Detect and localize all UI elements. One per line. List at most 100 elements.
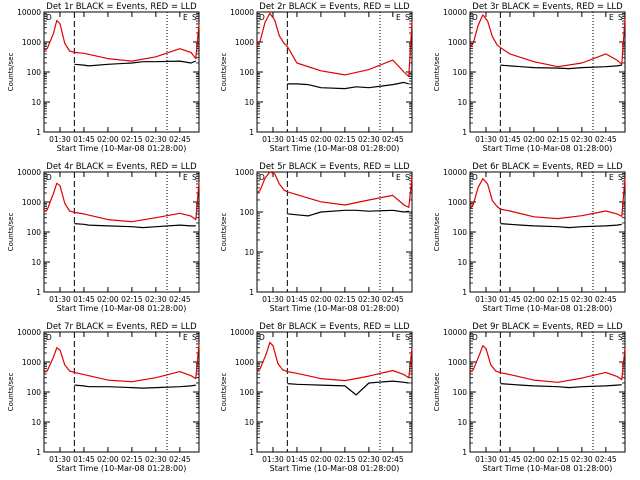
chart-panel-8: Det 8r BLACK = Events, RED = LLD 1 10 100 10… [220, 322, 413, 473]
x-axis-label: Start Time (10-Mar-08 01:28:00) [57, 144, 187, 153]
y-tick-label: 1000 [235, 358, 254, 367]
corner-mark-s: S [192, 333, 197, 342]
y-tick-label: 10000 [230, 328, 254, 337]
series-line-lld [256, 171, 413, 208]
x-tick-label: 02:30 [145, 135, 167, 144]
series-line-events [500, 223, 622, 229]
chart-panel-6: Det 6r BLACK = Events, RED = LLD 1 10 100 10… [433, 162, 626, 313]
x-tick-label: 02:30 [571, 455, 593, 464]
y-tick-label: 10 [457, 98, 467, 107]
chart-panel-2: Det 2r BLACK = Events, RED = LLD 1 10 100 10… [220, 2, 413, 153]
x-tick-label: 02:00 [523, 455, 545, 464]
y-tick-label: 10000 [17, 328, 41, 337]
panel-title: Det 6r BLACK = Events, RED = LLD [472, 162, 623, 172]
x-tick-label: 02:00 [97, 455, 119, 464]
y-tick-label: 100 [453, 68, 468, 77]
y-tick-label: 1000 [235, 168, 254, 177]
x-axis-label: Start Time (10-Mar-08 01:28:00) [57, 464, 187, 473]
y-tick-label: 10 [244, 98, 254, 107]
corner-mark-e: E [183, 333, 188, 342]
y-axis-label: Counts/sec [433, 53, 441, 92]
series-line-lld [469, 178, 626, 220]
x-tick-label: 01:45 [499, 455, 521, 464]
x-tick-label: 01:45 [73, 135, 95, 144]
x-tick-label: 02:45 [382, 295, 404, 304]
y-tick-label: 10000 [443, 328, 467, 337]
corner-mark-s: S [618, 173, 623, 182]
corner-mark-e: E [396, 13, 401, 22]
corner-mark-s: S [192, 173, 197, 182]
x-axis-label: Start Time (10-Mar-08 01:28:00) [483, 304, 613, 313]
plot-frame [469, 11, 626, 133]
corner-mark-e: E [183, 173, 188, 182]
y-tick-label: 10000 [443, 8, 467, 17]
corner-mark-s: S [405, 13, 410, 22]
panel-title: Det 7r BLACK = Events, RED = LLD [46, 322, 197, 332]
y-tick-label: 1 [462, 448, 467, 457]
corner-mark-d: D [259, 173, 265, 182]
corner-mark-s: S [192, 13, 197, 22]
y-tick-label: 10000 [443, 168, 467, 177]
x-tick-label: 01:30 [475, 135, 497, 144]
y-axis-label: Counts/sec [220, 53, 228, 92]
series-line-events [74, 223, 196, 229]
y-tick-label: 10000 [17, 8, 41, 17]
series-line-events [500, 64, 622, 70]
x-tick-label: 01:30 [49, 135, 71, 144]
x-tick-label: 01:45 [286, 295, 308, 304]
y-tick-label: 10 [457, 258, 467, 267]
x-tick-label: 01:30 [262, 455, 284, 464]
y-axis-label: Counts/sec [220, 213, 228, 252]
y-tick-label: 100 [240, 208, 255, 217]
series-line-lld [43, 343, 200, 383]
plot-frame [256, 171, 413, 293]
chart-panel-4: Det 4r BLACK = Events, RED = LLD 1 10 100 10… [7, 162, 200, 313]
panel-title: Det 5r BLACK = Events, RED = LLD [259, 162, 410, 172]
x-tick-label: 02:15 [334, 135, 356, 144]
y-tick-label: 1000 [448, 38, 467, 47]
y-tick-label: 100 [453, 228, 468, 237]
x-tick-label: 01:30 [262, 295, 284, 304]
y-tick-label: 1 [36, 288, 41, 297]
x-axis-label: Start Time (10-Mar-08 01:28:00) [270, 304, 400, 313]
y-axis-label: Counts/sec [7, 53, 15, 92]
x-tick-label: 02:30 [358, 295, 380, 304]
corner-mark-e: E [183, 13, 188, 22]
corner-mark-d: D [46, 333, 52, 342]
plot-frame [469, 171, 626, 293]
y-tick-label: 100 [27, 388, 42, 397]
corner-mark-s: S [618, 13, 623, 22]
x-tick-label: 02:15 [121, 455, 143, 464]
chart-panel-9: Det 9r BLACK = Events, RED = LLD 1 10 100 10… [433, 322, 626, 473]
y-axis-label: Counts/sec [433, 213, 441, 252]
y-axis-label: Counts/sec [7, 213, 15, 252]
x-tick-label: 01:45 [499, 295, 521, 304]
x-tick-label: 02:45 [382, 135, 404, 144]
y-tick-label: 1 [36, 448, 41, 457]
y-tick-label: 1000 [22, 38, 41, 47]
x-axis-label: Start Time (10-Mar-08 01:28:00) [270, 144, 400, 153]
panel-title: Det 8r BLACK = Events, RED = LLD [259, 322, 410, 332]
y-tick-label: 100 [453, 388, 468, 397]
y-tick-label: 1000 [448, 358, 467, 367]
x-tick-label: 02:00 [97, 295, 119, 304]
x-tick-label: 02:30 [358, 455, 380, 464]
corner-mark-e: E [609, 333, 614, 342]
x-tick-label: 02:30 [571, 135, 593, 144]
x-tick-label: 01:45 [286, 135, 308, 144]
series-line-lld [43, 182, 200, 223]
x-tick-label: 02:15 [547, 135, 569, 144]
y-tick-label: 1 [462, 288, 467, 297]
y-tick-label: 100 [27, 68, 42, 77]
plot-frame [43, 171, 200, 293]
x-tick-label: 02:00 [310, 455, 332, 464]
y-axis-label: Counts/sec [7, 373, 15, 412]
x-tick-label: 02:00 [523, 135, 545, 144]
panel-title: Det 9r BLACK = Events, RED = LLD [472, 322, 623, 332]
x-tick-label: 02:15 [547, 295, 569, 304]
y-tick-label: 1 [462, 128, 467, 137]
plot-frame [256, 331, 413, 453]
y-tick-label: 1000 [448, 198, 467, 207]
y-tick-label: 10 [244, 248, 254, 257]
